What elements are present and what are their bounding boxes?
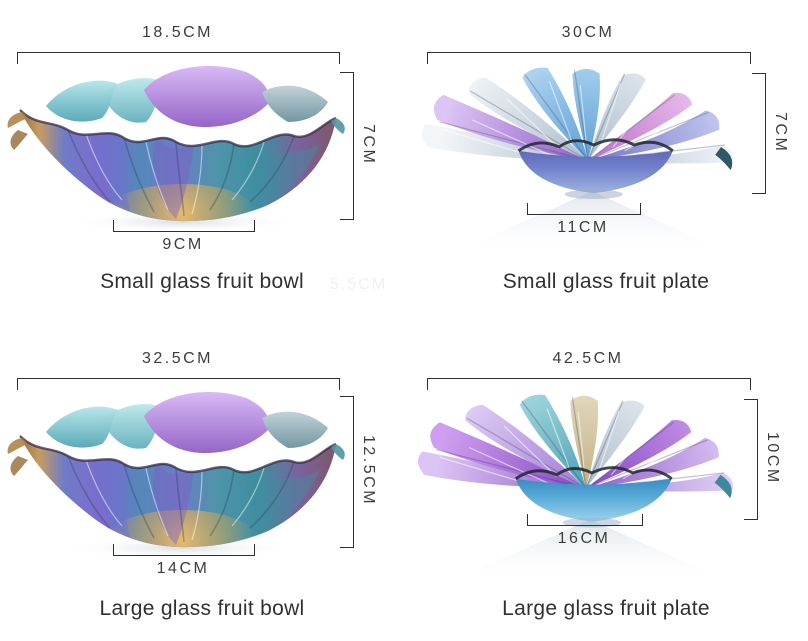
width-dimension-bracket — [17, 52, 340, 64]
panel-small-bowl: 18.5CM 7CM 9CM 5.5CM Small glass fruit b… — [0, 0, 404, 320]
height-dimension-label: 7CM — [360, 124, 377, 166]
height-dimension-label: 7CM — [772, 111, 789, 154]
width-dimension-bracket — [17, 378, 340, 390]
large-plate-image — [410, 393, 762, 583]
width-dimension-label: 30CM — [561, 24, 615, 41]
base-dimension-bracket — [113, 544, 255, 556]
height-dimension-label: 12.5CM — [360, 435, 377, 507]
base-dimension-label: 14CM — [156, 560, 210, 577]
large-bowl-image — [6, 390, 346, 562]
base-dimension-bracket — [527, 514, 643, 526]
product-caption: Large glass fruit plate — [502, 597, 710, 620]
base-dimension-label: 16CM — [557, 530, 611, 547]
base-dimension-label: 9CM — [162, 236, 204, 253]
base-dimension-bracket — [527, 203, 641, 215]
ghost-watermark-text: 5.5CM — [330, 276, 388, 293]
height-dimension-bracket — [744, 399, 758, 520]
base-dimension-label: 11CM — [557, 219, 609, 236]
width-dimension-label: 18.5CM — [141, 24, 214, 41]
width-dimension-bracket — [427, 52, 751, 64]
panel-small-plate: 30CM 7CM 11CM Small glass fruit plate — [404, 0, 808, 320]
height-dimension-bracket — [340, 396, 354, 548]
panel-large-bowl: 32.5CM 12.5CM 14CM Large glass fruit bow… — [0, 321, 404, 641]
width-dimension-bracket — [427, 378, 751, 390]
height-dimension-label: 10CM — [764, 432, 781, 485]
width-dimension-label: 42.5CM — [552, 350, 624, 367]
height-dimension-bracket — [752, 73, 766, 194]
product-caption: Large glass fruit bowl — [99, 597, 305, 620]
base-dimension-bracket — [113, 220, 255, 232]
product-caption: Small glass fruit plate — [502, 270, 710, 293]
height-dimension-bracket — [340, 72, 354, 220]
panel-large-plate: 42.5CM 10CM 16CM Large glass fruit plate — [404, 321, 808, 641]
small-bowl-image — [6, 64, 346, 236]
product-caption: Small glass fruit bowl — [100, 270, 304, 293]
width-dimension-label: 32.5CM — [141, 350, 214, 367]
